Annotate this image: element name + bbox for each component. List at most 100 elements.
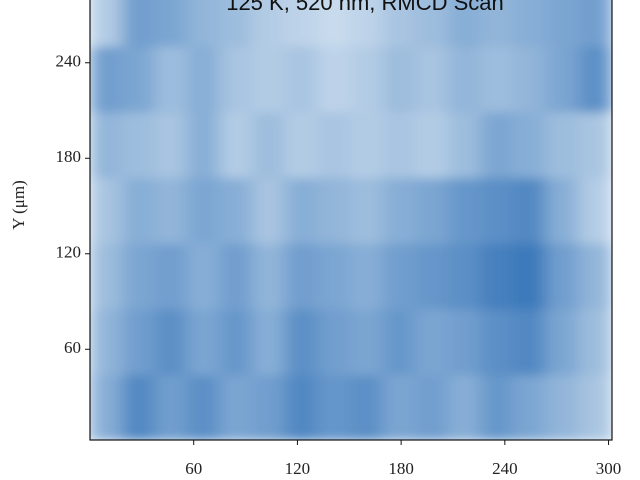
heatmap-cell [154,241,189,310]
heatmap-cell [513,241,548,310]
heatmap-cell [186,241,222,310]
heatmap-cell [350,373,385,440]
heatmap-cell [252,241,287,310]
heatmap-cell [447,307,483,376]
heatmap-cell [350,241,385,310]
heatmap-cell [317,44,352,113]
heatmap-cell [382,0,418,47]
heatmap-cell [252,373,287,440]
x-tick-label: 180 [388,459,414,478]
heatmap-cell [121,44,157,113]
x-tick-label: 120 [285,459,311,478]
heatmap-cell [219,110,255,179]
heatmap-cell [317,0,352,47]
heatmap-cell [252,176,287,244]
heatmap-cell [545,241,581,310]
heatmap-cell [415,373,450,440]
heatmap-cell [186,0,222,47]
heatmap-cell [480,0,516,47]
heatmap-cell [154,176,189,244]
heatmap-cell [186,44,222,113]
heatmap-cell [186,110,222,179]
heatmap-cell [447,0,483,47]
heatmap-cell [90,0,124,47]
heatmap-cell [578,307,612,376]
heatmap-cell [252,44,287,113]
heatmap-cell [317,307,352,376]
heatmap-cell [513,110,548,179]
heatmap-cell [317,176,352,244]
heatmap-cell [480,110,516,179]
heatmap-cell [186,307,222,376]
heatmap-cell [578,0,612,47]
heatmap-cell [382,307,418,376]
heatmap-cell [382,176,418,244]
heatmap-cell [219,176,255,244]
heatmap-cell [578,241,612,310]
heatmap-cell [350,176,385,244]
y-tick-label: 60 [64,338,81,357]
heatmap-cell [350,0,385,47]
heatmap-cell [350,307,385,376]
heatmap-cell [545,373,581,440]
heatmap-cell [545,0,581,47]
heatmap-cell [284,110,320,179]
heatmap-cell [513,176,548,244]
heatmap-cell [415,110,450,179]
heatmap-cell [415,176,450,244]
heatmap-cell [545,176,581,244]
heatmap-cell [154,0,189,47]
heatmap-cell [382,110,418,179]
heatmap-cell [284,307,320,376]
heatmap-cell [219,44,255,113]
heatmap-cell [154,307,189,376]
heatmap-cell [252,0,287,47]
heatmap-cell [382,241,418,310]
heatmap-cell [121,307,157,376]
heatmap-cell [121,373,157,440]
heatmap-cell [284,176,320,244]
heatmap-cell [186,373,222,440]
heatmap-cell [121,110,157,179]
heatmap [90,0,612,440]
heatmap-cell [90,307,124,376]
plot-frame [89,0,613,441]
heatmap-cell [480,373,516,440]
heatmap-cell [121,176,157,244]
y-tick-label: 120 [56,243,82,262]
heatmap-cell [154,110,189,179]
heatmap-cell [317,110,352,179]
heatmap-cell [447,176,483,244]
heatmap-cell [90,110,124,179]
x-tick-label: 60 [185,459,202,478]
heatmap-cell [513,0,548,47]
heatmap-cell [252,307,287,376]
heatmap-cell [578,176,612,244]
heatmap-cell [513,307,548,376]
heatmap-cell [154,373,189,440]
heatmap-cell [350,44,385,113]
heatmap-cell [545,307,581,376]
x-tick-label: 300 [596,459,622,478]
heatmap-cell [447,44,483,113]
heatmap-cell [447,373,483,440]
heatmap-cell [284,241,320,310]
heatmap-cell [447,241,483,310]
heatmap-cell [317,373,352,440]
heatmap-cell [219,373,255,440]
heatmap-cell [154,44,189,113]
y-axis-label: Y (μm) [9,180,28,230]
heatmap-cell [545,44,581,113]
heatmap-cell [415,307,450,376]
heatmap-cell [350,110,385,179]
heatmap-cell [90,241,124,310]
heatmap-cell [578,110,612,179]
heatmap-cell [480,176,516,244]
heatmap-cell [578,373,612,440]
heatmap-cell [578,44,612,113]
heatmap-cell [90,44,124,113]
chart-title: 125 K, 520 nm, RMCD Scan [226,0,504,15]
heatmap-cell [513,373,548,440]
heatmap-cell [545,110,581,179]
